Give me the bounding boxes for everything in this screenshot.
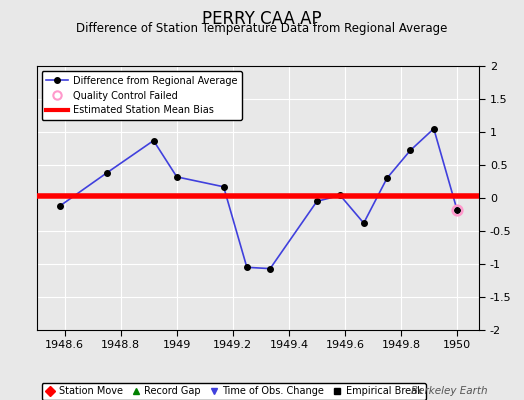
Text: Berkeley Earth: Berkeley Earth: [411, 386, 487, 396]
Text: PERRY CAA AP: PERRY CAA AP: [202, 10, 322, 28]
Text: Difference of Station Temperature Data from Regional Average: Difference of Station Temperature Data f…: [77, 22, 447, 35]
Legend: Station Move, Record Gap, Time of Obs. Change, Empirical Break: Station Move, Record Gap, Time of Obs. C…: [41, 383, 427, 400]
